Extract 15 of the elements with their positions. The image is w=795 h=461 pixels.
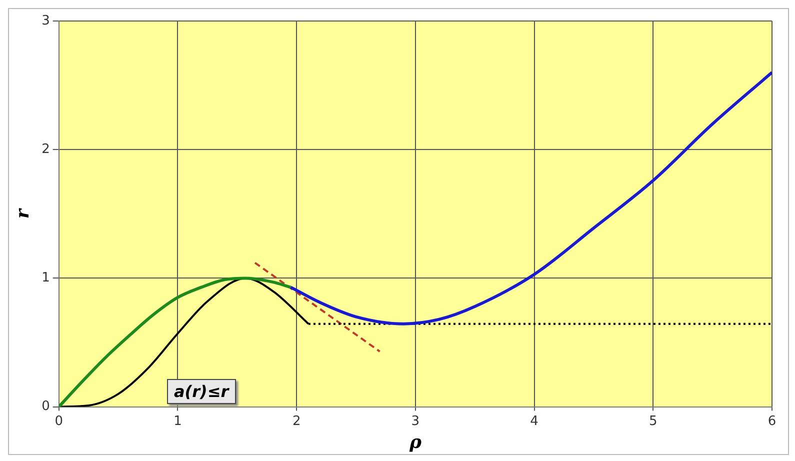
x-tick-label: 4 <box>530 414 538 429</box>
y-tick-label: 1 <box>42 270 50 286</box>
y-tick-label: 2 <box>42 142 50 157</box>
y-tick-label: 0 <box>42 399 50 414</box>
x-tick-label: 2 <box>292 414 301 429</box>
x-tick-label: 5 <box>649 414 658 429</box>
line-series <box>289 70 772 326</box>
x-axis-title: ρ <box>408 432 422 453</box>
y-axis-title: r <box>12 208 34 219</box>
x-tick-label: 6 <box>768 414 776 429</box>
y-tick-label: 3 <box>42 13 50 28</box>
x-tick-label: 1 <box>174 414 182 429</box>
x-tick-label: 3 <box>411 414 420 429</box>
annotation: a(r)≤r <box>167 379 236 404</box>
x-tick-label: 0 <box>54 414 64 429</box>
